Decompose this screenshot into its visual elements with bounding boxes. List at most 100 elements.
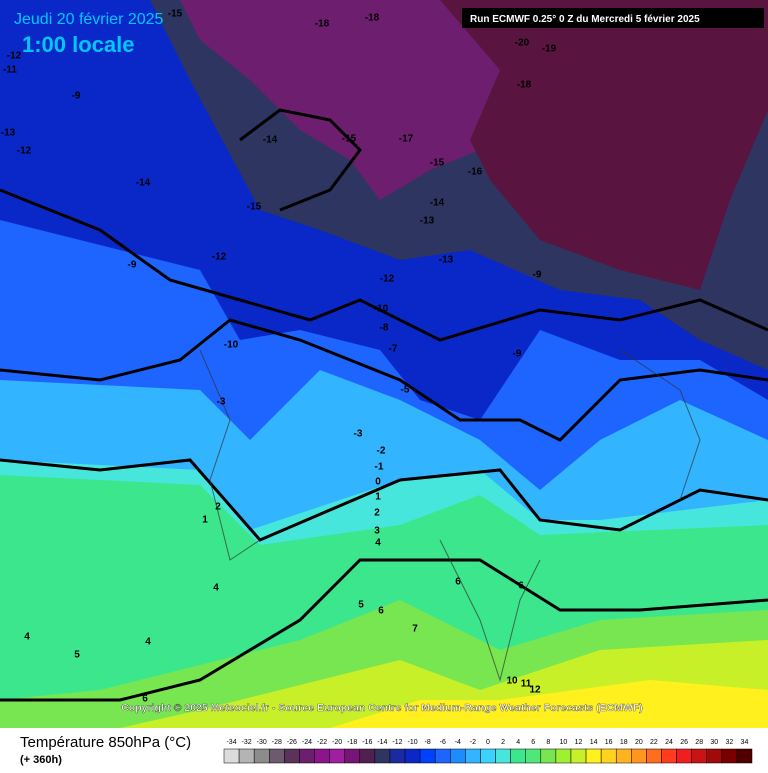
legend-swatch xyxy=(329,748,345,764)
legend-tick-label: 28 xyxy=(695,739,703,746)
contour-label: -8 xyxy=(380,323,389,334)
contour-label: -14 xyxy=(136,178,151,189)
legend-tick-label: -12 xyxy=(392,739,402,746)
contour-label: -9 xyxy=(72,91,81,102)
contour-label: 10 xyxy=(506,676,518,687)
contour-label: -10 xyxy=(374,304,389,315)
legend-tick-label: -4 xyxy=(455,739,461,746)
date: Jeudi 20 février 2025 xyxy=(14,11,164,28)
contours xyxy=(0,108,768,702)
contour-label: 6 xyxy=(455,577,461,588)
legend-tick-label: 30 xyxy=(710,739,718,746)
contour-label: 2 xyxy=(374,508,380,519)
legend-swatch xyxy=(721,748,738,764)
contour-label: -7 xyxy=(389,344,398,355)
legend-swatch xyxy=(615,748,632,764)
contour-label: -17 xyxy=(399,134,414,145)
legend-swatch xyxy=(736,748,753,764)
contour-label: 1 xyxy=(375,492,381,503)
contour-label: 4 xyxy=(213,583,219,594)
contour-label: -3 xyxy=(217,397,226,408)
legend-tick-label: -22 xyxy=(317,739,327,746)
contour-label: -15 xyxy=(168,9,183,20)
legend-swatch xyxy=(434,748,451,764)
run-box xyxy=(462,8,764,28)
cold-area xyxy=(440,0,768,290)
legend-title: Température 850hPa (°C) xyxy=(20,734,191,751)
contour-label: 0 xyxy=(375,477,381,488)
contour-label: -13 xyxy=(1,128,16,139)
contour-label: 5 xyxy=(358,600,364,611)
legend-tick-label: -28 xyxy=(272,739,282,746)
contour-label: 4 xyxy=(24,632,30,643)
legend-tick-label: 20 xyxy=(635,739,643,746)
contour-label: 1 xyxy=(202,515,208,526)
contour-label: 2 xyxy=(215,502,221,513)
contour-label: -12 xyxy=(7,51,22,62)
run-info: Run ECMWF 0.25° 0 Z du Mercredi 5 févrie… xyxy=(470,14,700,25)
legend-tick-label: 18 xyxy=(620,739,628,746)
legend-tick-label: 6 xyxy=(531,739,535,746)
legend-swatch xyxy=(450,748,466,764)
legend-swatch xyxy=(555,748,572,764)
contour-label: -9 xyxy=(128,260,137,271)
temp-band xyxy=(330,680,768,728)
legend-tick-label: 22 xyxy=(650,739,658,746)
contour-label: -15 xyxy=(342,134,357,145)
legend-tick-label: -2 xyxy=(470,739,476,746)
legend-tick-label: 8 xyxy=(546,739,550,746)
legend-swatch xyxy=(495,748,511,764)
legend-tick-label: -30 xyxy=(257,739,267,746)
legend-swatch xyxy=(691,748,707,764)
legend-swatch xyxy=(223,748,240,764)
legend-swatch xyxy=(706,748,723,764)
legend-swatch xyxy=(480,748,496,764)
contour-label: -13 xyxy=(439,255,454,266)
time: 1:00 locale xyxy=(22,32,135,57)
legend-tick-label: 32 xyxy=(725,739,733,746)
legend-swatch xyxy=(284,748,300,764)
legend-tick-label: 0 xyxy=(486,739,490,746)
contour-label: -2 xyxy=(377,446,386,457)
legend-tick-label: 14 xyxy=(590,739,598,746)
legend-swatch xyxy=(631,748,647,764)
contour-label: 6 xyxy=(378,606,384,617)
borders xyxy=(199,349,701,682)
contour-label: 12 xyxy=(529,685,541,696)
legend-tick-label: 34 xyxy=(741,739,749,746)
legend-tick-label: 12 xyxy=(575,739,583,746)
contour-label: 11 xyxy=(521,679,532,690)
contour-label: -14 xyxy=(263,135,278,146)
legend-swatch xyxy=(585,748,602,764)
legend-tick-label: 4 xyxy=(516,739,520,746)
contour-label: 4 xyxy=(375,538,381,549)
contour-label: -16 xyxy=(468,167,483,178)
legend-tick-label: -32 xyxy=(242,739,252,746)
legend-tick-label: -26 xyxy=(287,739,297,746)
legend-swatch xyxy=(344,748,361,764)
legend-tick-label: 10 xyxy=(560,739,568,746)
legend-tick-label: 2 xyxy=(501,739,505,746)
contour-label: -1 xyxy=(375,462,384,473)
legend-swatch xyxy=(359,748,376,764)
legend-swatch xyxy=(419,748,436,764)
contour-label: -9 xyxy=(533,270,542,281)
contour-label: -18 xyxy=(365,13,380,24)
legend-swatch xyxy=(525,748,542,764)
legend-swatch xyxy=(314,748,330,764)
contour-label: 7 xyxy=(412,624,418,635)
legend-tick-label: -16 xyxy=(362,739,372,746)
legend-tick-label: 16 xyxy=(605,739,613,746)
contour-label: 4 xyxy=(145,637,151,648)
legend-swatch xyxy=(269,748,285,764)
legend-tick-label: -18 xyxy=(347,739,357,746)
contour-label: -12 xyxy=(17,146,32,157)
contour-label: -19 xyxy=(542,44,557,55)
legend-tick-label: 26 xyxy=(680,739,688,746)
contour-label: -5 xyxy=(401,385,410,396)
copyright: Copyright © 2025 Meteociel.fr - Source E… xyxy=(121,702,643,714)
contour-label: -14 xyxy=(430,198,445,209)
legend-tick-label: -6 xyxy=(440,739,446,746)
